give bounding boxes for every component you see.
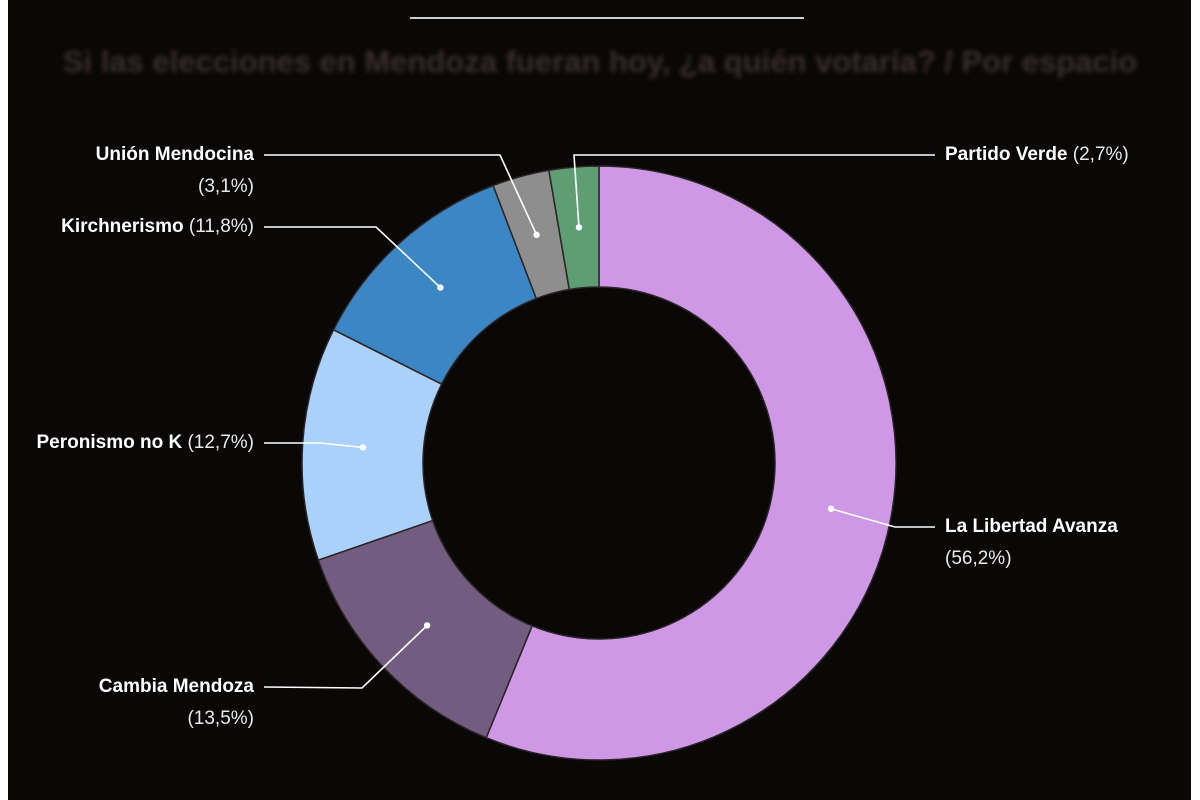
label-name: Partido Verde: [945, 144, 1068, 165]
label-percent: (2,7%): [1072, 144, 1129, 165]
leader-dot-cambia-mendoza: [423, 622, 431, 629]
label-la-libertad-avanza: La Libertad Avanza (56,2%): [945, 511, 1185, 575]
label-kirchnerismo: Kirchnerismo (11,8%): [0, 211, 254, 243]
leader-dot-kirchnerismo: [437, 284, 444, 291]
leader-line-partido-verde: [573, 154, 935, 228]
label-name: Unión Mendocina: [95, 144, 254, 165]
leader-line-cambia-mendoza: [263, 624, 428, 689]
leader-dot-peronismo-no-k: [359, 444, 367, 451]
label-union-mendocina: Unión Mendocina (3,1%): [0, 139, 254, 203]
leader-line-la-libertad-avanza: [830, 508, 935, 528]
label-name: La Libertad Avanza: [945, 516, 1118, 537]
label-name: Kirchnerismo: [61, 216, 184, 237]
leader-line-kirchnerismo: [264, 226, 441, 289]
label-peronismo-no-k: Peronismo no K (12,7%): [0, 427, 255, 459]
slice-la-libertad-avanza: [485, 165, 897, 761]
label-percent: (13,5%): [187, 708, 254, 729]
label-percent: (11,8%): [188, 216, 254, 237]
slice-cambia-mendoza: [317, 519, 534, 739]
label-cambia-mendoza: Cambia Mendoza (13,5%): [0, 671, 254, 735]
chart-title: Si las elecciones en Mendoza fueran hoy,…: [62, 44, 1138, 79]
leader-dot-union-mendocina: [533, 231, 540, 239]
label-name: Cambia Mendoza: [98, 676, 254, 697]
label-percent: (56,2%): [945, 548, 1012, 569]
leader-line-union-mendocina: [264, 154, 538, 236]
slice-partido-verde: [547, 165, 600, 291]
label-percent: (12,7%): [187, 432, 254, 453]
leader-dot-la-libertad-avanza: [827, 505, 835, 512]
label-name: Peronismo no K: [36, 432, 183, 453]
leader-line-peronismo-no-k: [264, 442, 364, 449]
top-divider: [410, 17, 804, 19]
leader-dot-partido-verde: [575, 224, 583, 231]
label-percent: (3,1%): [198, 176, 254, 197]
label-partido-verde: Partido Verde (2,7%): [945, 139, 1185, 171]
